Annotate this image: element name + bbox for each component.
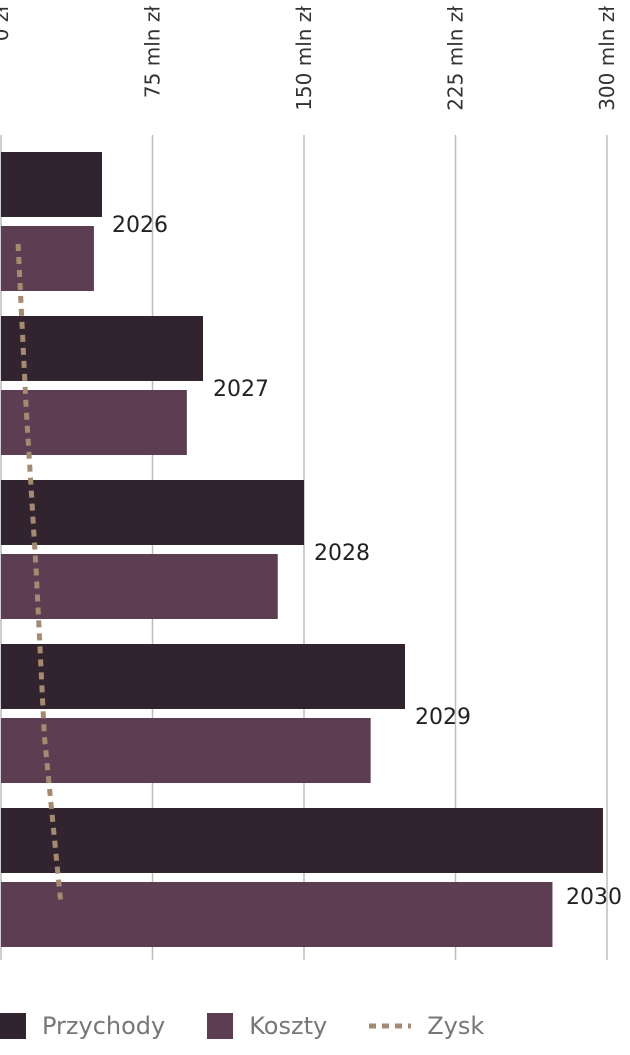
bar-przychody [1,316,203,381]
x-tick-label: 75 mln zł [141,6,165,98]
bar-koszty [1,718,371,783]
x-tick-label: 225 mln zł [444,6,468,111]
category-label: 2028 [314,541,370,566]
legend-item-zysk: Zysk [369,1012,484,1040]
legend-swatch-zysk [369,1023,412,1029]
x-tick-label: 0 zł [0,6,13,42]
bar-przychody [1,480,304,545]
bar-przychody [1,152,102,217]
bar-przychody [1,644,405,709]
legend: Przychody Koszty Zysk [0,1008,526,1044]
bar-koszty [1,554,278,619]
category-label: 2026 [112,213,168,238]
bar-przychody [1,808,603,873]
category-label: 2030 [566,885,622,910]
legend-swatch-koszty [207,1013,234,1039]
x-tick-label: 150 mln zł [292,6,316,111]
legend-item-koszty: Koszty [207,1012,327,1040]
bars [1,152,603,947]
category-label: 2027 [213,377,269,402]
profit-line [15,243,63,901]
bar-koszty [1,882,553,947]
legend-label-zysk: Zysk [427,1012,485,1040]
bar-koszty [1,226,94,291]
bar-koszty [1,390,187,455]
legend-label-koszty: Koszty [249,1012,328,1040]
legend-label-przychody: Przychody [42,1012,166,1040]
category-label: 2029 [415,705,471,730]
legend-item-przychody: Przychody [0,1012,165,1040]
legend-swatch-przychody [0,1013,26,1039]
chart: 0 zł 75 mln zł 150 mln zł 225 mln zł 300 mln… [0,6,622,960]
x-axis-tick-labels: 0 zł 75 mln zł 150 mln zł 225 mln zł 300 mln… [0,6,619,111]
category-labels: 2026 2027 2028 2029 2030 [112,213,622,910]
x-tick-label: 300 mln zł [595,6,619,111]
